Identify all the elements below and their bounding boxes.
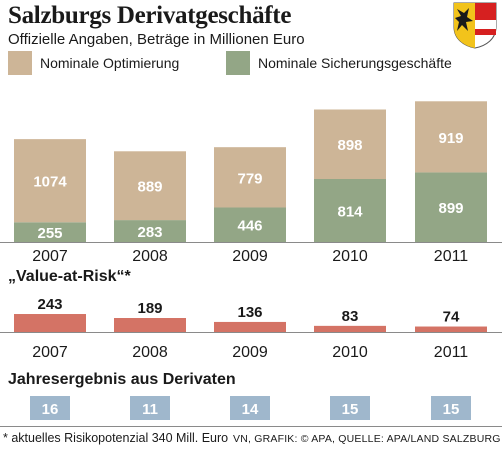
ergebnis-box-4: [431, 396, 471, 420]
label-var-2007: 243: [37, 296, 62, 313]
tick-label-2010: 2010: [332, 248, 368, 265]
label-optimierung-2009: 779: [237, 170, 262, 187]
label-var-2009: 136: [237, 304, 262, 321]
label-sicherung-2008: 283: [137, 224, 162, 241]
ergebnis-value-0: 16: [42, 401, 59, 418]
bar-var-2011: [415, 326, 487, 332]
ergebnis-value-1: 11: [142, 401, 158, 418]
var-title: „Value-at-Risk“*: [8, 268, 131, 285]
tick-label-var-2011: 2011: [434, 344, 469, 361]
legend-sicherung: Nominale Sicherungsgeschäfte: [226, 51, 496, 75]
ergebnis-box-0: [30, 396, 70, 420]
label-sicherung-2011: 899: [438, 200, 463, 217]
label-var-2010: 83: [342, 308, 359, 325]
legend-label-sicherung: Nominale Sicherungsgeschäfte: [258, 55, 452, 71]
tick-label-2008: 2008: [132, 248, 168, 265]
legend-swatch-optimierung: [8, 51, 32, 75]
label-optimierung-2011: 919: [438, 130, 463, 147]
label-sicherung-2010: 814: [337, 203, 363, 220]
label-optimierung-2010: 898: [337, 137, 362, 154]
bar-sicherung-2009: [214, 207, 286, 242]
bar-var-2009: [214, 321, 286, 332]
bar-optimierung-2010: [314, 109, 386, 179]
ergebnis-value-4: 15: [443, 401, 460, 418]
value-at-risk-chart: 243 2007 189 2008 136 2009 83 2010 74 2011: [0, 296, 502, 361]
tick-label-2011: 2011: [434, 248, 469, 265]
stacked-bar-chart: 255 1074 2007 283 889 2008 446 779 2009 814 898 201…: [0, 101, 502, 265]
ergebnis-box-2: [230, 396, 270, 420]
ergebnis-value-2: 14: [242, 401, 259, 418]
tick-label-var-2008: 2008: [132, 344, 168, 361]
footnote: * aktuelles Risikopotenzial 340 Mill. Eu…: [3, 431, 229, 445]
label-optimierung-2007: 1074: [33, 174, 67, 191]
bar-optimierung-2009: [214, 147, 286, 208]
chart-title: Salzburgs Derivatgeschäfte: [8, 2, 292, 29]
legend-label-optimierung: Nominale Optimierung: [40, 55, 180, 71]
legend-swatch-sicherung: [226, 51, 250, 75]
tick-label-2007: 2007: [32, 248, 68, 265]
ergebnis-title: Jahresergebnis aus Derivaten: [8, 371, 236, 388]
label-sicherung-2007: 255: [37, 225, 62, 242]
label-var-2008: 189: [137, 300, 162, 317]
tick-label-var-2009: 2009: [232, 344, 268, 361]
bar-sicherung-2011: [415, 172, 487, 242]
label-sicherung-2009: 446: [237, 218, 262, 235]
chart-subtitle: Offizielle Angaben, Beträge in Millionen…: [8, 31, 305, 48]
ergebnis-value-3: 15: [342, 401, 359, 418]
bar-sicherung-2007: [14, 222, 86, 242]
jahresergebnis-row: 16 11 14 15 15: [30, 396, 471, 420]
bar-optimierung-2007: [14, 139, 86, 223]
ergebnis-box-3: [330, 396, 370, 420]
label-optimierung-2008: 889: [137, 179, 162, 196]
bar-sicherung-2008: [114, 220, 186, 242]
bar-var-2007: [14, 314, 86, 332]
bar-var-2010: [314, 325, 386, 332]
bar-optimierung-2008: [114, 151, 186, 221]
legend-optimierung: Nominale Optimierung: [8, 51, 228, 75]
bar-var-2008: [114, 318, 186, 332]
tick-label-var-2007: 2007: [32, 344, 68, 361]
footer-divider: [0, 426, 502, 427]
ergebnis-box-1: [130, 396, 170, 420]
salzburg-crest-icon: [453, 2, 497, 49]
tick-label-2009: 2009: [232, 248, 268, 265]
tick-label-var-2010: 2010: [332, 344, 368, 361]
source-credit: VN, GRAFIK: © APA, QUELLE: APA/LAND SALZ…: [233, 433, 501, 445]
label-var-2011: 74: [443, 309, 460, 326]
bar-sicherung-2010: [314, 178, 386, 242]
bar-optimierung-2011: [415, 101, 487, 173]
